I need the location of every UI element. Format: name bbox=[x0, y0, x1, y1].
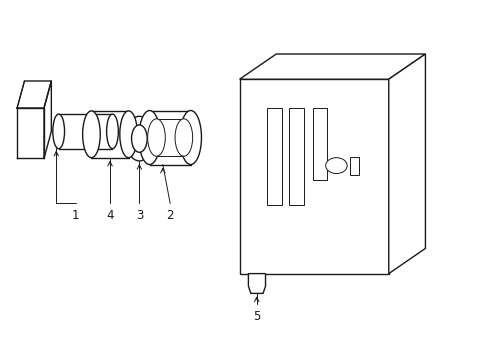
Polygon shape bbox=[17, 81, 51, 108]
Ellipse shape bbox=[139, 111, 160, 165]
Text: 5: 5 bbox=[252, 310, 260, 323]
Text: 2: 2 bbox=[166, 209, 174, 222]
Text: 4: 4 bbox=[106, 209, 114, 222]
Polygon shape bbox=[248, 274, 265, 293]
Bar bbox=[349, 157, 358, 175]
Ellipse shape bbox=[180, 111, 201, 165]
Ellipse shape bbox=[82, 111, 100, 158]
Ellipse shape bbox=[53, 114, 64, 149]
Bar bbox=[288, 108, 304, 205]
Bar bbox=[266, 108, 282, 205]
Ellipse shape bbox=[106, 114, 118, 149]
Text: 3: 3 bbox=[135, 209, 143, 222]
Polygon shape bbox=[388, 54, 425, 274]
Polygon shape bbox=[17, 108, 44, 158]
Ellipse shape bbox=[125, 116, 153, 161]
Text: 1: 1 bbox=[72, 209, 80, 222]
Polygon shape bbox=[44, 81, 51, 158]
Ellipse shape bbox=[175, 119, 192, 156]
Polygon shape bbox=[239, 54, 425, 79]
Bar bbox=[312, 108, 326, 180]
Polygon shape bbox=[239, 79, 388, 274]
Circle shape bbox=[325, 158, 346, 174]
Ellipse shape bbox=[131, 125, 147, 152]
Ellipse shape bbox=[120, 111, 137, 158]
Ellipse shape bbox=[147, 119, 165, 156]
